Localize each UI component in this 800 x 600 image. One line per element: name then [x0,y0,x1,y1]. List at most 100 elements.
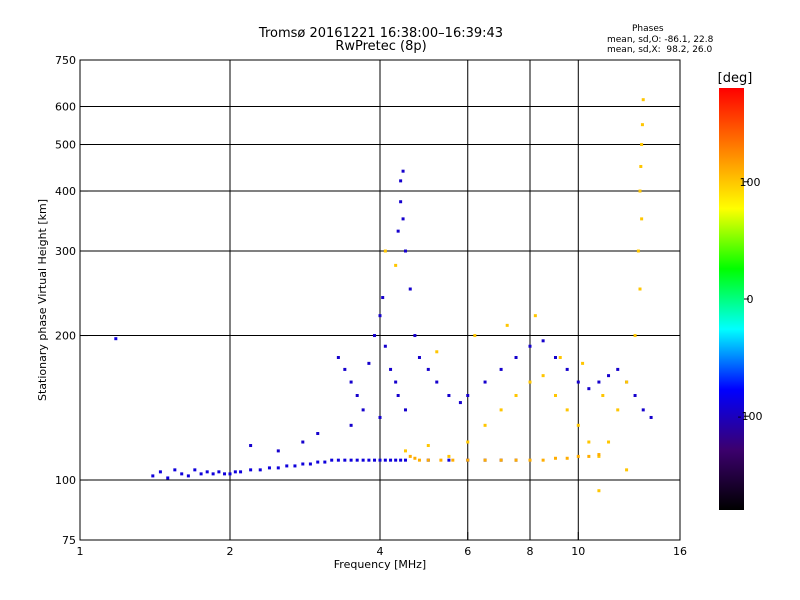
data-point [601,394,605,398]
data-point [193,468,197,472]
data-point [640,217,644,221]
data-point [381,296,385,300]
data-point [186,474,190,478]
phase-info-title: Phases [632,24,664,34]
colorbar-tick-label: -100 [738,410,763,423]
data-point [417,458,421,462]
x-tick-label: 1 [77,545,84,558]
data-point [533,314,537,318]
y-axis-label: Stationary phase Virtual Height [km] [36,199,49,401]
data-point [349,458,353,462]
data-point [383,458,387,462]
x-axis-label: Frequency [MHz] [334,558,426,571]
data-point [276,466,280,470]
data-point [373,458,377,462]
data-point [373,334,377,338]
y-tick-label: 500 [55,139,76,152]
x-tick-label: 16 [673,545,687,558]
data-point [323,460,327,464]
data-point [367,361,371,365]
data-point [378,314,382,318]
data-point [565,456,569,460]
data-point [587,440,591,444]
x-tick-label: 10 [571,545,585,558]
y-tick-label: 200 [55,330,76,343]
x-tick-label: 8 [527,545,534,558]
x-tick-label: 6 [464,545,471,558]
data-point [361,408,365,412]
data-point [401,169,405,173]
data-point [399,179,403,183]
data-point [435,350,439,354]
data-point [173,468,177,472]
data-point [408,454,412,458]
data-point [403,449,407,453]
data-point [447,458,451,462]
data-point [267,466,271,470]
data-point [466,440,470,444]
y-tick-label: 75 [62,534,76,547]
y-tick-label: 600 [55,101,76,114]
data-point [528,380,532,384]
data-point [581,361,585,365]
data-point [316,432,320,436]
data-point [505,323,509,327]
data-point [597,453,601,457]
data-point [649,415,653,419]
data-point [401,217,405,221]
data-point [389,367,393,371]
data-point [483,380,487,384]
data-point [316,460,320,464]
data-point [396,229,400,233]
data-point [541,374,545,378]
data-point [158,470,162,474]
data-point [597,454,601,458]
data-point [638,189,642,193]
data-point [199,472,203,476]
data-point [576,423,580,427]
data-point [466,458,470,462]
axis-ticks: 1 2 4 6 8 10 16 75 100 200 300 400 500 600 750 [55,54,687,558]
data-point [616,408,620,412]
data-point [565,408,569,412]
data-point [641,98,645,102]
data-point [151,474,155,478]
data-point [383,344,387,348]
data-point [396,394,400,398]
colorbar-tick-label: 100 [740,176,761,189]
data-point [458,401,462,405]
data-point [625,468,629,472]
data-point [293,464,297,468]
data-point [528,344,532,348]
data-point [639,164,643,168]
data-point [499,367,503,371]
data-point [528,458,532,462]
data-point [180,472,184,476]
data-point [607,440,611,444]
data-point [558,355,562,359]
data-point [466,394,470,398]
y-tick-label: 100 [55,474,76,487]
data-point [394,458,398,462]
data-point [576,454,580,458]
y-tick-label: 750 [55,54,76,67]
data-point [249,444,253,448]
data-point [439,458,443,462]
data-point [217,470,221,474]
data-point [239,470,243,474]
scatter-points [114,98,653,493]
data-point [355,458,359,462]
data-point [166,476,170,480]
data-point [633,334,637,338]
data-point [435,380,439,384]
data-point [399,458,403,462]
data-point [483,458,487,462]
data-point [233,470,237,474]
data-point [587,454,591,458]
data-point [336,458,340,462]
data-point [640,123,644,127]
data-point [403,408,407,412]
data-point [541,339,545,343]
data-point [205,470,209,474]
